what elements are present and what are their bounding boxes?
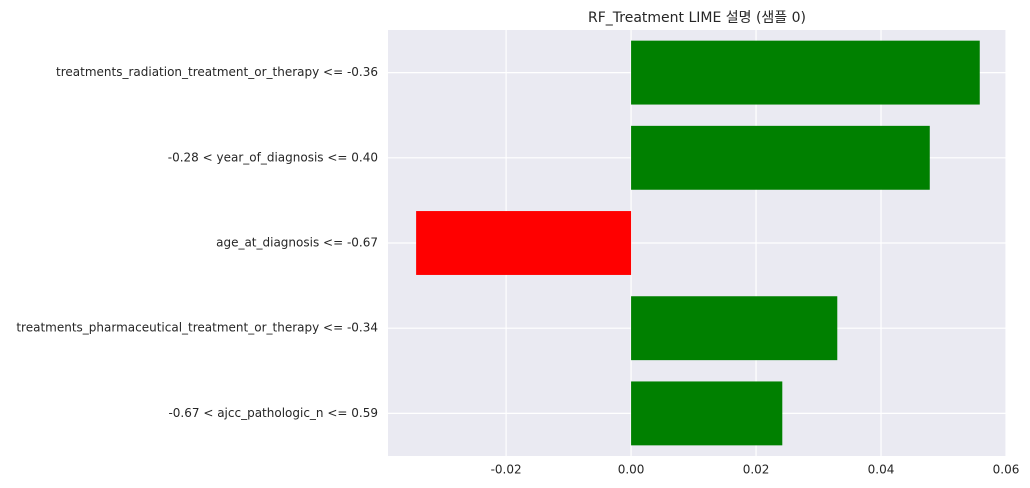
bar bbox=[631, 381, 783, 446]
y-tick-label: treatments_pharmaceutical_treatment_or_t… bbox=[16, 321, 378, 335]
y-tick-label: treatments_radiation_treatment_or_therap… bbox=[56, 65, 378, 79]
bar bbox=[631, 40, 980, 105]
x-tick-label: -0.02 bbox=[491, 463, 522, 477]
chart-title: RF_Treatment LIME 설명 (샘플 0) bbox=[588, 10, 806, 26]
bar bbox=[631, 125, 930, 190]
x-tick-label: 0.06 bbox=[993, 463, 1020, 477]
x-tick-label: 0.04 bbox=[868, 463, 895, 477]
x-tick-label: 0.02 bbox=[743, 463, 770, 477]
y-tick-label: -0.28 < year_of_diagnosis <= 0.40 bbox=[168, 150, 378, 164]
bar bbox=[631, 296, 838, 361]
y-tick-label: -0.67 < ajcc_pathologic_n <= 0.59 bbox=[168, 406, 378, 420]
x-tick-label: 0.00 bbox=[618, 463, 645, 477]
y-tick-label: age_at_diagnosis <= -0.67 bbox=[216, 236, 378, 250]
bar bbox=[416, 211, 632, 275]
